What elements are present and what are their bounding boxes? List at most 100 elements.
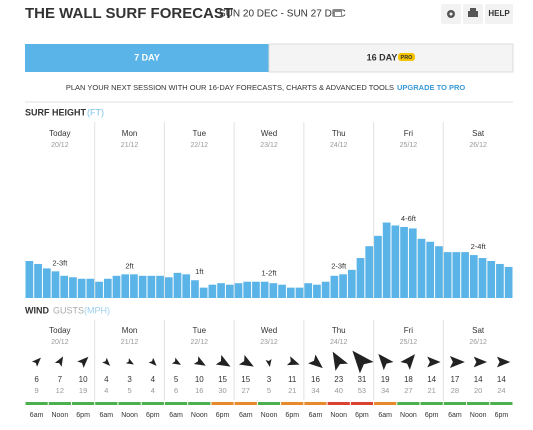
wind-rating	[327, 402, 350, 405]
wind-rating	[257, 402, 281, 405]
wind-rating	[25, 402, 48, 405]
surf-bar	[435, 246, 443, 298]
wind-arrow-shape	[427, 356, 441, 368]
wind-time: Noon	[400, 412, 417, 419]
surf-bar	[191, 280, 199, 298]
wind-arrow-shape	[286, 356, 300, 366]
tab-16day[interactable]	[268, 43, 514, 73]
wind-arrow	[352, 350, 374, 374]
wind-gust: 34	[311, 386, 319, 395]
upgrade-link[interactable]: UPGRADE TO PRO	[397, 83, 465, 92]
wind-rating	[71, 402, 95, 405]
day-name: Thu	[332, 326, 346, 335]
surf-day-label: 2-3ft	[331, 261, 347, 270]
wind-speed: 14	[497, 375, 506, 384]
wind-arrow-shape	[496, 356, 511, 368]
wind-rating	[211, 402, 234, 405]
day-date: 26/12	[469, 142, 487, 149]
surf-bar	[103, 278, 112, 298]
surf-bar	[164, 277, 173, 298]
wind-unit: (MPH)	[84, 305, 110, 315]
wind-rating	[490, 402, 513, 405]
wind-rating	[188, 402, 211, 405]
day-date: 20/12	[51, 339, 69, 346]
surf-day-label: 1ft	[195, 267, 204, 276]
surf-bar	[286, 287, 295, 298]
wind-gust: 30	[218, 386, 226, 395]
wind-arrow-shape	[171, 357, 182, 365]
gusts-title: GUSTS	[53, 305, 84, 315]
wind-gust: 28	[451, 386, 459, 395]
wind-arrow	[193, 356, 206, 366]
day-name: Wed	[261, 326, 277, 335]
wind-speed: 15	[241, 375, 250, 384]
surf-unit: (FT)	[87, 107, 104, 117]
wind-arrow	[77, 356, 89, 368]
wind-arrow-shape	[148, 357, 157, 366]
wind-gust: 4	[151, 386, 155, 395]
surf-bar	[60, 275, 69, 298]
surf-bar	[321, 281, 330, 298]
pro-badge	[398, 53, 415, 61]
surf-bar	[356, 258, 365, 298]
surf-bar	[130, 274, 138, 298]
wind-gust: 27	[404, 386, 412, 395]
wind-rating	[350, 402, 374, 405]
tab-label[interactable]: 7 DAY	[134, 52, 160, 62]
day-date: 22/12	[191, 339, 209, 346]
settings-button[interactable]	[441, 4, 461, 24]
wind-speed: 10	[195, 375, 204, 384]
tab-label[interactable]: 16 DAY	[367, 52, 398, 62]
wind-gust: 20	[474, 386, 482, 395]
wind-rating	[304, 402, 327, 405]
help-button[interactable]	[485, 4, 513, 24]
day-name: Tue	[193, 326, 207, 335]
day-name: Fri	[404, 129, 414, 138]
wind-rating	[95, 402, 118, 405]
wind-arrow-shape	[125, 358, 134, 365]
wind-speed: 11	[288, 375, 297, 384]
wind-time: 6pm	[146, 412, 160, 419]
wind-arrow	[148, 357, 157, 366]
wind-time: 6pm	[495, 412, 509, 419]
wind-speed: 4	[151, 375, 156, 384]
tab-7day[interactable]	[25, 44, 269, 72]
print-button[interactable]	[463, 4, 483, 24]
surf-bar	[69, 277, 77, 298]
day-name: Thu	[332, 129, 346, 138]
day-date: 24/12	[330, 339, 348, 346]
wind-arrow-shape	[352, 350, 374, 374]
surf-day-label: 2-4ft	[471, 242, 487, 251]
surf-bar	[208, 284, 217, 298]
surf-bar	[42, 268, 51, 298]
surf-bar	[234, 283, 243, 298]
surf-bar	[112, 275, 121, 298]
wind-arrow-shape	[265, 358, 272, 367]
wind-arrow	[286, 356, 300, 366]
surf-bar	[478, 258, 487, 298]
wind-arrow	[125, 358, 134, 365]
wind-gust: 40	[335, 386, 343, 395]
help-label[interactable]: HELP	[488, 9, 510, 18]
surf-bar	[313, 284, 321, 298]
wind-gust: 53	[358, 386, 366, 395]
surf-bar	[347, 269, 356, 298]
surf-bar	[452, 252, 461, 298]
wind-time: 6am	[448, 412, 462, 419]
surf-bar	[34, 263, 42, 298]
day-date: 26/12	[469, 339, 487, 346]
day-name: Wed	[261, 129, 277, 138]
day-name: Mon	[122, 326, 138, 335]
wind-time: 6am	[239, 412, 253, 419]
day-date: 21/12	[121, 339, 139, 346]
surf-bar	[25, 261, 34, 298]
date-range: SUN 20 DEC - SUN 27 DEC	[219, 9, 346, 20]
wind-time: 6am	[100, 412, 114, 419]
wind-arrow-shape	[449, 356, 465, 368]
surf-bar	[496, 263, 504, 298]
wind-speed: 6	[34, 375, 39, 384]
wind-arrow-shape	[215, 354, 231, 367]
wind-arrow-shape	[308, 354, 323, 369]
surf-bar	[217, 283, 225, 298]
surf-bar	[51, 271, 60, 298]
